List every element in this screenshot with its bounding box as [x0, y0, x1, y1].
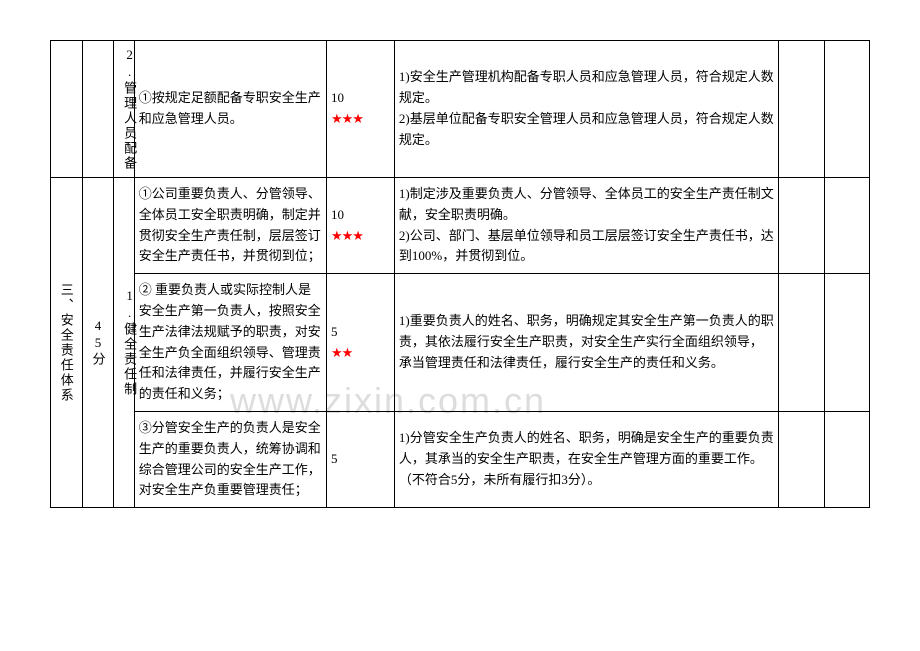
cell-score: 5 — [327, 411, 395, 507]
cell-blank — [779, 274, 824, 412]
cell-sub: 45分 — [82, 178, 114, 508]
star-icon: ★★★ — [331, 111, 363, 126]
cell-criteria: 1)制定涉及重要负责人、分管领导、全体员工的安全生产责任制文献，安全职责明确。 … — [394, 178, 779, 274]
cell-score: 10 ★★★ — [327, 178, 395, 274]
cell-desc: ② 重要负责人或实际控制人是安全生产第一负责人，按照安全生产法律法规赋予的职责，… — [134, 274, 326, 412]
cell-cat — [51, 41, 83, 178]
cell-blank — [824, 411, 869, 507]
cell-criteria: 1)安全生产管理机构配备专职人员和应急管理人员，符合规定人数规定。 2)基层单位… — [394, 41, 779, 178]
cell-score: 10 ★★★ — [327, 41, 395, 178]
cell-blank — [779, 41, 824, 178]
cell-score: 5 ★★ — [327, 274, 395, 412]
cell-item: 1.健全责任制 — [114, 178, 134, 508]
cell-desc: ③分管安全生产的负责人是安全生产的重要负责人，统筹协调和综合管理公司的安全生产工… — [134, 411, 326, 507]
cell-item: 2.管理人员配备 — [114, 41, 134, 178]
cell-sub — [82, 41, 114, 178]
star-icon: ★★★ — [331, 228, 363, 243]
cell-criteria: 1)分管安全生产负责人的姓名、职务，明确是安全生产的重要负责人，其承当的安全生产… — [394, 411, 779, 507]
cell-cat: 三、安全责任体系 — [51, 178, 83, 508]
table-row: ③分管安全生产的负责人是安全生产的重要负责人，统筹协调和综合管理公司的安全生产工… — [51, 411, 870, 507]
cell-blank — [824, 274, 869, 412]
cell-blank — [779, 178, 824, 274]
cell-desc: ①公司重要负责人、分管领导、全体员工安全职责明确，制定并贯彻安全生产责任制，层层… — [134, 178, 326, 274]
cell-blank — [779, 411, 824, 507]
table-row: 三、安全责任体系 45分 1.健全责任制 ①公司重要负责人、分管领导、全体员工安… — [51, 178, 870, 274]
assessment-table: 2.管理人员配备 ①按规定足额配备专职安全生产和应急管理人员。 10 ★★★ 1… — [50, 40, 870, 508]
table-row: 2.管理人员配备 ①按规定足额配备专职安全生产和应急管理人员。 10 ★★★ 1… — [51, 41, 870, 178]
table-row: ② 重要负责人或实际控制人是安全生产第一负责人，按照安全生产法律法规赋予的职责，… — [51, 274, 870, 412]
cell-desc: ①按规定足额配备专职安全生产和应急管理人员。 — [134, 41, 326, 178]
cell-blank — [824, 178, 869, 274]
cell-blank — [824, 41, 869, 178]
cell-criteria: 1)重要负责人的姓名、职务，明确规定其安全生产第一负责人的职责，其依法履行安全生… — [394, 274, 779, 412]
star-icon: ★★ — [331, 345, 352, 360]
